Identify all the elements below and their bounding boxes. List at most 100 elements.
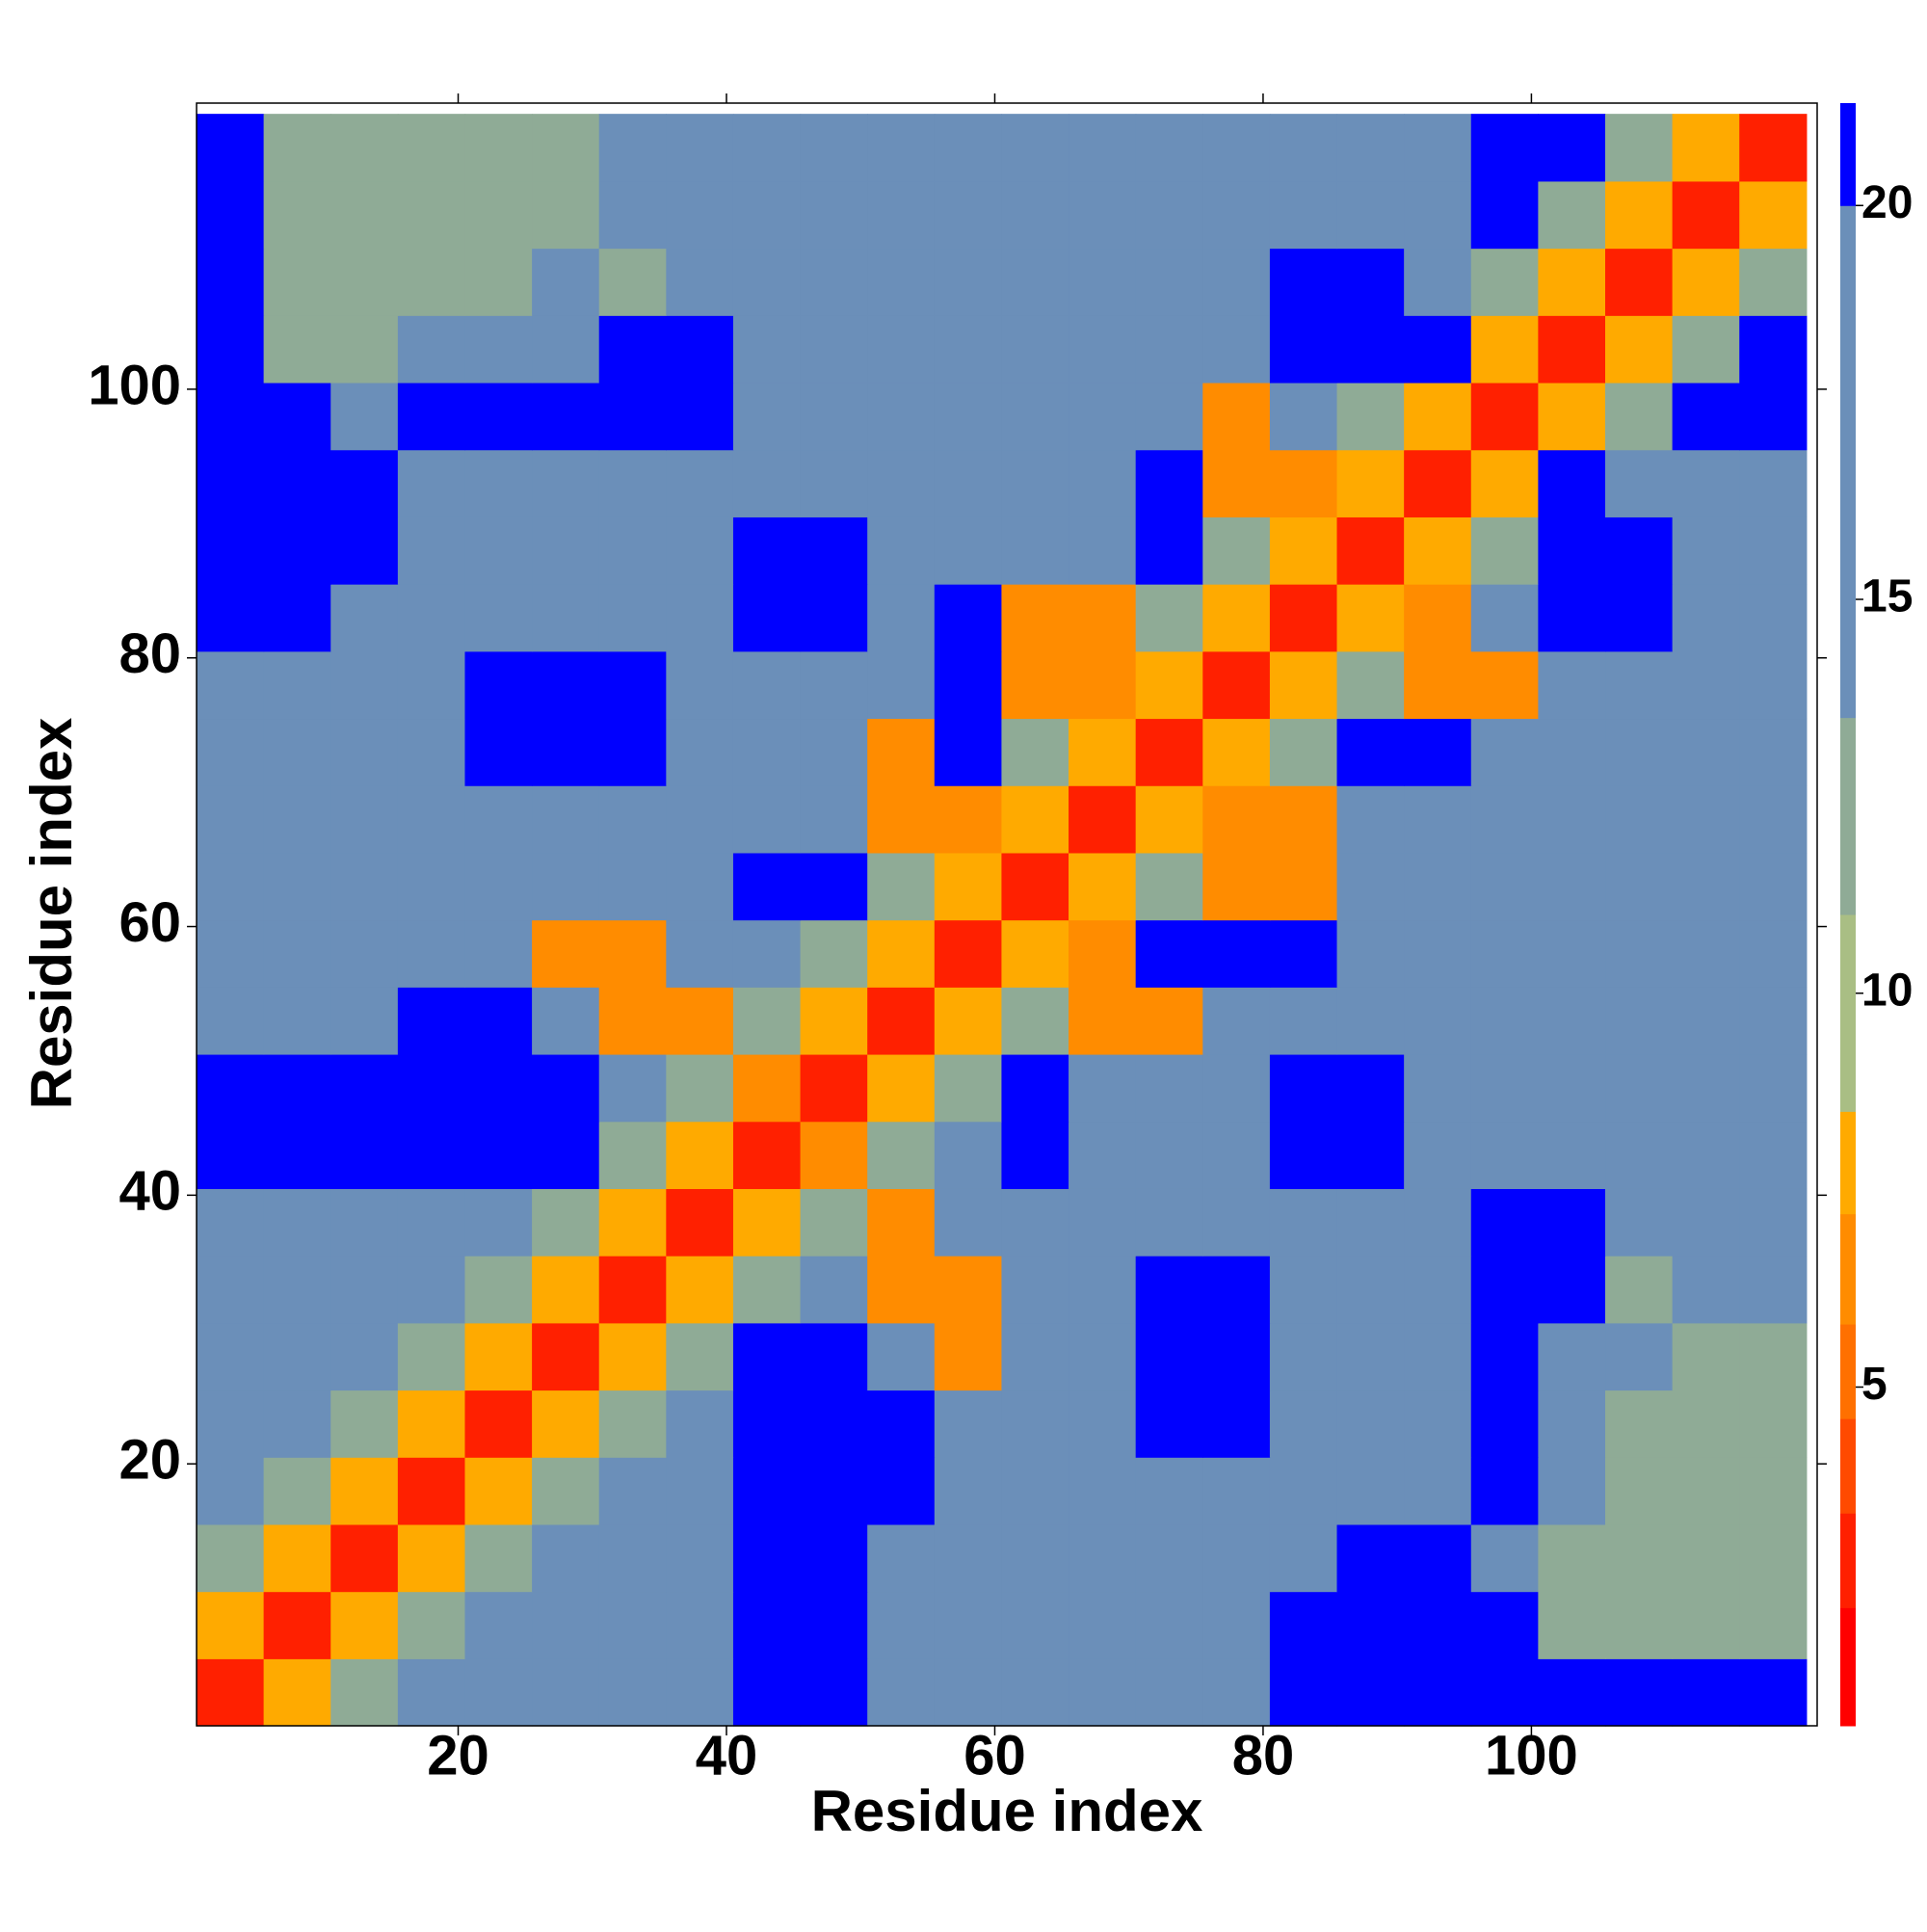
heatmap-cell [1069, 1121, 1137, 1189]
heatmap-cell [464, 248, 533, 316]
heatmap-cell [800, 114, 868, 182]
heatmap-cell [532, 516, 600, 585]
heatmap-cell [1135, 1121, 1203, 1189]
heatmap-cell [330, 1591, 399, 1659]
heatmap-cell [1538, 1658, 1606, 1727]
heatmap-cell [1069, 718, 1137, 786]
heatmap-cell [666, 718, 734, 786]
heatmap-cell [197, 584, 265, 652]
heatmap-cell [1336, 449, 1405, 517]
heatmap-cell [867, 449, 936, 517]
heatmap-cell [464, 987, 533, 1055]
heatmap-cell [598, 315, 667, 384]
heatmap-cell [1538, 180, 1606, 250]
heatmap-cell [1069, 785, 1137, 854]
heatmap-cell [532, 718, 600, 786]
heatmap-cell [197, 718, 265, 786]
heatmap-cell [1001, 248, 1069, 316]
heatmap-cell [1001, 584, 1069, 652]
heatmap-cell [800, 785, 868, 854]
heatmap-cell [867, 1658, 936, 1727]
heatmap-cell [1269, 852, 1338, 921]
heatmap-cell [800, 1591, 868, 1659]
heatmap-cell [330, 248, 399, 316]
heatmap-cell [532, 1523, 600, 1593]
heatmap-cell [732, 382, 802, 451]
heatmap-cell [1202, 248, 1271, 316]
heatmap-cell [1538, 449, 1606, 517]
colorbar-segment [1840, 914, 1856, 1112]
heatmap-cell [1605, 718, 1674, 786]
heatmap-cell [397, 1658, 466, 1727]
heatmap-cell [1739, 1389, 1808, 1458]
heatmap-cell [397, 180, 466, 250]
heatmap-cell [666, 1457, 734, 1525]
heatmap-cell [532, 180, 600, 250]
heatmap-cell [1336, 852, 1405, 921]
heatmap-cell [330, 1121, 399, 1189]
heatmap-cell [330, 1457, 399, 1525]
heatmap-cell [732, 1457, 802, 1525]
heatmap-cell [330, 650, 399, 720]
heatmap-cell [1605, 180, 1674, 250]
heatmap-cell [934, 180, 1003, 250]
heatmap-cell [732, 248, 802, 316]
heatmap-cell [197, 449, 265, 517]
heatmap-cell [934, 1389, 1003, 1458]
heatmap-cell [1001, 382, 1069, 451]
heatmap-cell [1470, 382, 1539, 451]
heatmap-cell [800, 1457, 868, 1525]
heatmap-cell [1538, 1523, 1606, 1593]
heatmap-cell [263, 315, 331, 384]
heatmap-cell [1336, 382, 1405, 451]
heatmap-cell [464, 1591, 533, 1659]
heatmap-cell [598, 180, 667, 250]
heatmap-cell [1001, 1188, 1069, 1257]
heatmap-cell [1001, 785, 1069, 854]
heatmap-cell [1605, 516, 1674, 585]
heatmap-cell [1001, 718, 1069, 786]
heatmap-cell [1135, 1523, 1203, 1593]
heatmap-cell [1739, 852, 1808, 921]
heatmap-cell [330, 584, 399, 652]
heatmap-cell [263, 114, 331, 182]
heatmap-cell [397, 852, 466, 921]
heatmap-cell [1605, 1389, 1674, 1458]
heatmap-cell [1001, 1523, 1069, 1593]
heatmap-cell [1269, 919, 1338, 988]
heatmap-cell [532, 1188, 600, 1257]
heatmap-cell [1605, 1658, 1674, 1727]
heatmap-cell [732, 1053, 802, 1123]
heatmap-cell [666, 1389, 734, 1458]
heatmap-cell [330, 114, 399, 182]
heatmap-cell [1135, 114, 1203, 182]
colorbar-segment [1840, 103, 1856, 206]
heatmap-cell [1202, 1256, 1271, 1324]
heatmap-cell [1269, 382, 1338, 451]
heatmap-cell [1739, 919, 1808, 988]
heatmap-cell [464, 785, 533, 854]
heatmap-cell [1269, 785, 1338, 854]
heatmap-cell [934, 1658, 1003, 1727]
heatmap-cell [598, 1121, 667, 1189]
heatmap-cell [197, 1256, 265, 1324]
heatmap-cell [598, 1658, 667, 1727]
heatmap-cell [397, 114, 466, 182]
heatmap-cell [263, 1591, 331, 1659]
heatmap-cell [867, 180, 936, 250]
heatmap-cell [1404, 650, 1472, 720]
heatmap-cell [197, 248, 265, 316]
heatmap-cell [1739, 718, 1808, 786]
colorbar-tick-label: 10 [1861, 965, 1913, 1016]
heatmap-cell [1135, 315, 1203, 384]
heatmap-cell [1202, 718, 1271, 786]
heatmap-cell [1605, 382, 1674, 451]
heatmap-cell [464, 1523, 533, 1593]
heatmap-cell [934, 248, 1003, 316]
heatmap-cell [1538, 516, 1606, 585]
heatmap-cell [263, 1658, 331, 1727]
heatmap-cell [464, 1658, 533, 1727]
heatmap-cell [1538, 114, 1606, 182]
heatmap-cell [1739, 1188, 1808, 1257]
